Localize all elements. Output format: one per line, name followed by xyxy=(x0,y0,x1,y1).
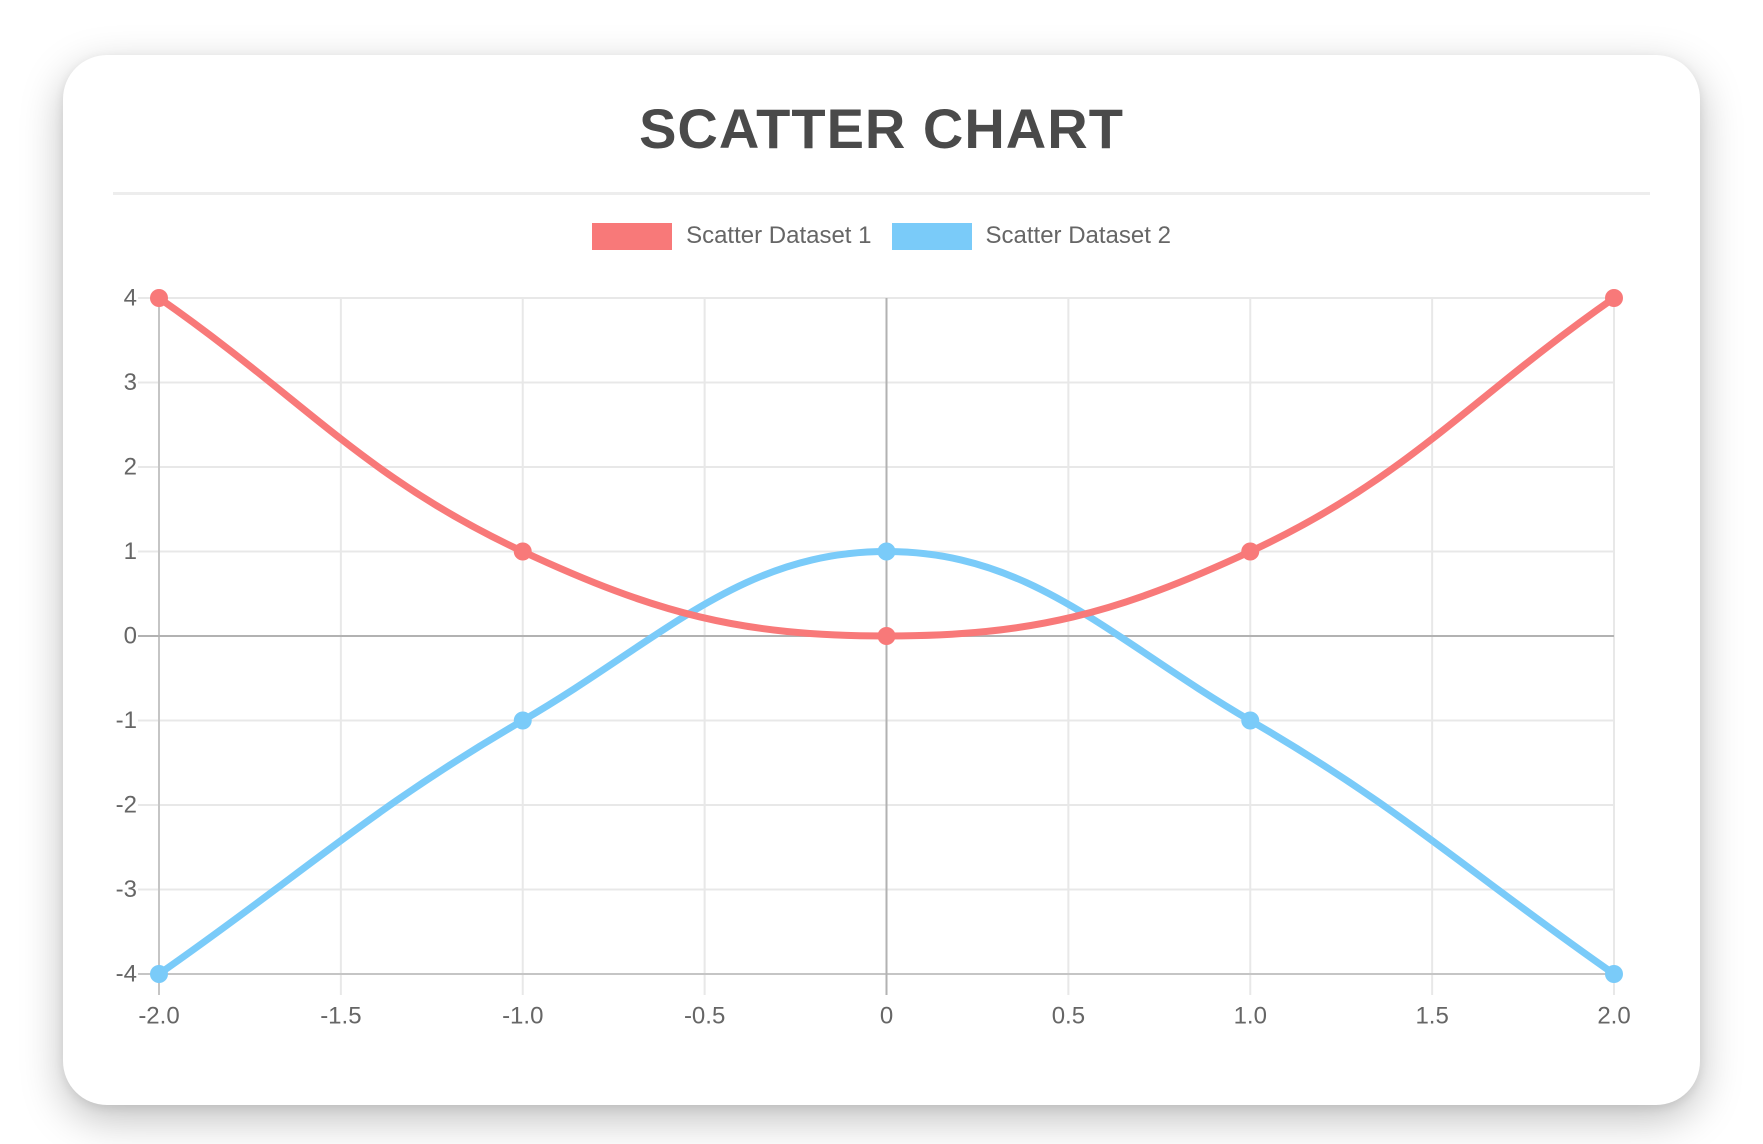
legend-item-scatter-dataset-2[interactable]: Scatter Dataset 2 xyxy=(891,222,1171,250)
x-tick-label: 0 xyxy=(880,1003,893,1030)
data-point-scatter-dataset-2[interactable] xyxy=(513,711,532,730)
y-tick-label: -3 xyxy=(116,876,137,903)
legend-swatch-dataset-1 xyxy=(592,222,673,250)
data-point-scatter-dataset-1[interactable] xyxy=(1605,289,1623,307)
data-point-scatter-dataset-2[interactable] xyxy=(150,965,168,983)
y-tick-label: -1 xyxy=(116,707,137,734)
data-point-scatter-dataset-1[interactable] xyxy=(150,289,168,307)
x-tick-label: 1.5 xyxy=(1415,1003,1448,1030)
y-tick-label: 2 xyxy=(124,454,137,481)
y-tick-label: -4 xyxy=(116,961,137,988)
chart-card: SCATTER CHART Scatter Dataset 1 Scatter … xyxy=(63,55,1700,1105)
legend-swatch-dataset-2 xyxy=(891,222,972,250)
data-point-scatter-dataset-1[interactable] xyxy=(513,542,532,561)
chart-legend: Scatter Dataset 1 Scatter Dataset 2 xyxy=(63,222,1700,250)
x-tick-label: 1.0 xyxy=(1234,1003,1267,1030)
y-tick-label: 3 xyxy=(124,369,137,396)
y-tick-label: 4 xyxy=(124,285,137,312)
page-title: SCATTER CHART xyxy=(639,97,1124,160)
x-tick-label: 2.0 xyxy=(1597,1003,1630,1030)
title-divider xyxy=(113,192,1650,195)
x-tick-label: -1.0 xyxy=(502,1003,543,1030)
scatter-chart-canvas[interactable]: -2.0 -1.5 -1.0 -0.5 0 0.5 1.0 1.5 2.0 4 3 2 1 0 -1 -2 -3… xyxy=(63,255,1700,1105)
data-point-scatter-dataset-2[interactable] xyxy=(877,542,896,561)
y-tick-label: 1 xyxy=(124,538,137,565)
legend-item-scatter-dataset-1[interactable]: Scatter Dataset 1 xyxy=(592,222,872,250)
data-point-scatter-dataset-1[interactable] xyxy=(877,627,896,645)
y-tick-label: 0 xyxy=(124,623,137,650)
legend-label-dataset-1: Scatter Dataset 1 xyxy=(686,222,872,249)
x-tick-label: -2.0 xyxy=(138,1003,179,1030)
x-tick-label: -0.5 xyxy=(684,1003,725,1030)
legend-label-dataset-2: Scatter Dataset 2 xyxy=(985,222,1171,249)
data-point-scatter-dataset-2[interactable] xyxy=(1241,711,1260,730)
y-tick-label: -2 xyxy=(116,792,137,819)
x-tick-label: 0.5 xyxy=(1052,1003,1085,1030)
data-point-scatter-dataset-1[interactable] xyxy=(1241,542,1260,561)
data-point-scatter-dataset-2[interactable] xyxy=(1605,965,1623,983)
x-tick-label: -1.5 xyxy=(320,1003,361,1030)
